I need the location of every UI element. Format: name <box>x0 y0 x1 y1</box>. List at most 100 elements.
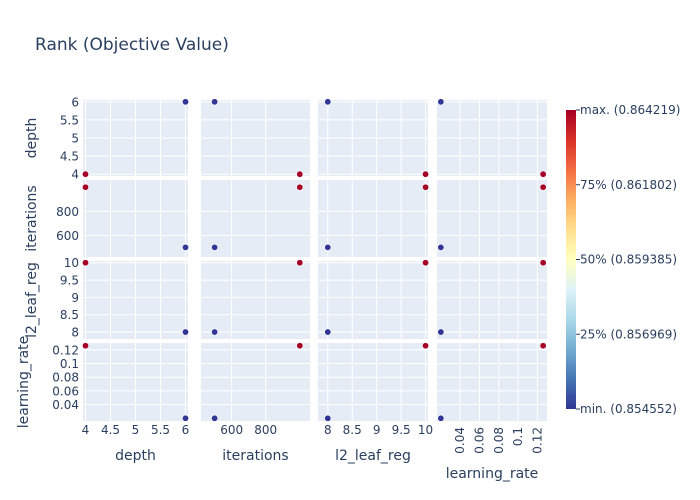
y-tick-label: 0.06 <box>52 384 79 398</box>
x-axis-title: learning_rate <box>446 466 539 482</box>
panel-background <box>318 261 428 339</box>
data-point-1[interactable] <box>211 328 219 336</box>
panel-background <box>201 261 310 339</box>
x-tick-label: 8 <box>324 423 332 437</box>
colorbar: max. (0.864219) 75% (0.861802) 50% (0.8593… <box>566 103 680 416</box>
colorbar-label: 25% (0.856969) <box>580 327 677 341</box>
y-tick-label: 800 <box>56 205 79 219</box>
data-point-2[interactable] <box>296 183 304 191</box>
panel-l2_leaf_reg-vs-depth <box>82 259 190 339</box>
data-point-1[interactable] <box>182 98 190 106</box>
panel-background <box>437 180 547 257</box>
panel-l2_leaf_reg-vs-l2_leaf_reg <box>318 259 430 339</box>
data-point-1[interactable] <box>211 98 219 106</box>
x-axis-title: depth <box>115 448 156 464</box>
panel-iterations-vs-depth <box>82 180 190 257</box>
y-tick-label: 6 <box>71 95 79 109</box>
y-axis-title: learning_rate <box>16 336 32 429</box>
y-tick-label: 9.5 <box>60 274 79 288</box>
scatter-matrix: 44.555.5660080088.599.5100.040.060.080.1… <box>16 95 547 482</box>
y-tick-label: 10 <box>64 256 79 270</box>
colorbar-gradient <box>566 110 576 409</box>
panel-learning_rate-vs-learning_rate <box>437 342 547 422</box>
x-tick-label: 600 <box>220 423 243 437</box>
data-point-2[interactable] <box>539 183 547 191</box>
x-axis-title: l2_leaf_reg <box>335 448 411 464</box>
colorbar-label: 50% (0.859385) <box>580 253 677 267</box>
x-tick-label: 0.06 <box>472 427 486 454</box>
data-point-2[interactable] <box>422 183 430 191</box>
panel-background <box>201 180 310 257</box>
data-point-2[interactable] <box>296 342 304 350</box>
panel-background <box>437 261 547 339</box>
panel-iterations-vs-iterations <box>201 180 310 257</box>
y-axis-title: depth <box>24 118 40 159</box>
data-point-1[interactable] <box>437 414 445 422</box>
data-point-2[interactable] <box>82 170 90 178</box>
panel-background <box>201 343 310 421</box>
data-point-1[interactable] <box>211 414 219 422</box>
panel-l2_leaf_reg-vs-learning_rate <box>437 259 547 339</box>
data-point-2[interactable] <box>422 170 430 178</box>
data-point-1[interactable] <box>182 328 190 336</box>
data-point-2[interactable] <box>422 342 430 350</box>
chart-title: Rank (Objective Value) <box>35 35 229 55</box>
y-tick-label: 8 <box>71 326 79 340</box>
data-point-2[interactable] <box>539 170 547 178</box>
y-tick-label: 5 <box>71 132 79 146</box>
data-point-2[interactable] <box>296 170 304 178</box>
panel-depth-vs-iterations <box>201 98 310 178</box>
data-point-2[interactable] <box>82 259 90 267</box>
data-point-1[interactable] <box>324 414 332 422</box>
panel-background <box>437 343 547 421</box>
data-point-2[interactable] <box>296 259 304 267</box>
data-point-1[interactable] <box>324 98 332 106</box>
y-tick-label: 9 <box>71 291 79 305</box>
y-tick-label: 0.1 <box>60 357 79 371</box>
data-point-1[interactable] <box>437 243 445 251</box>
y-tick-label: 0.08 <box>52 371 79 385</box>
y-axis-title: iterations <box>24 185 40 251</box>
x-tick-label: 0.08 <box>492 427 506 454</box>
x-tick-label: 0.1 <box>511 427 525 446</box>
panel-background <box>318 343 428 421</box>
data-point-2[interactable] <box>82 183 90 191</box>
x-tick-label: 0.12 <box>530 427 544 454</box>
data-point-1[interactable] <box>437 328 445 336</box>
data-point-1[interactable] <box>211 243 219 251</box>
panel-learning_rate-vs-depth <box>82 342 190 422</box>
panel-iterations-vs-learning_rate <box>437 180 547 257</box>
panel-depth-vs-depth <box>82 98 190 178</box>
colorbar-label: 75% (0.861802) <box>580 178 677 192</box>
y-tick-label: 5.5 <box>60 113 79 127</box>
x-tick-label: 8.5 <box>343 423 362 437</box>
data-point-2[interactable] <box>539 259 547 267</box>
data-point-1[interactable] <box>324 243 332 251</box>
data-point-1[interactable] <box>437 98 445 106</box>
panel-learning_rate-vs-l2_leaf_reg <box>318 342 430 422</box>
panel-l2_leaf_reg-vs-iterations <box>201 259 310 339</box>
data-point-1[interactable] <box>182 243 190 251</box>
panel-iterations-vs-l2_leaf_reg <box>318 180 430 257</box>
panel-background <box>318 180 428 257</box>
data-point-2[interactable] <box>539 342 547 350</box>
y-axis-title: l2_leaf_reg <box>24 262 40 338</box>
x-tick-label: 800 <box>254 423 277 437</box>
colorbar-label: min. (0.854552) <box>580 402 677 416</box>
data-point-1[interactable] <box>182 414 190 422</box>
data-point-1[interactable] <box>324 328 332 336</box>
y-tick-label: 0.04 <box>52 398 79 412</box>
data-point-2[interactable] <box>82 342 90 350</box>
data-point-2[interactable] <box>422 259 430 267</box>
y-tick-label: 600 <box>56 229 79 243</box>
x-tick-label: 5.5 <box>151 423 170 437</box>
x-tick-label: 5 <box>132 423 140 437</box>
y-tick-label: 4.5 <box>60 150 79 164</box>
x-tick-label: 0.04 <box>453 427 467 454</box>
panel-learning_rate-vs-iterations <box>201 342 310 422</box>
y-tick-label: 4 <box>71 168 79 182</box>
panel-depth-vs-l2_leaf_reg <box>318 98 430 178</box>
x-tick-label: 4.5 <box>101 423 120 437</box>
panel-depth-vs-learning_rate <box>437 98 547 178</box>
